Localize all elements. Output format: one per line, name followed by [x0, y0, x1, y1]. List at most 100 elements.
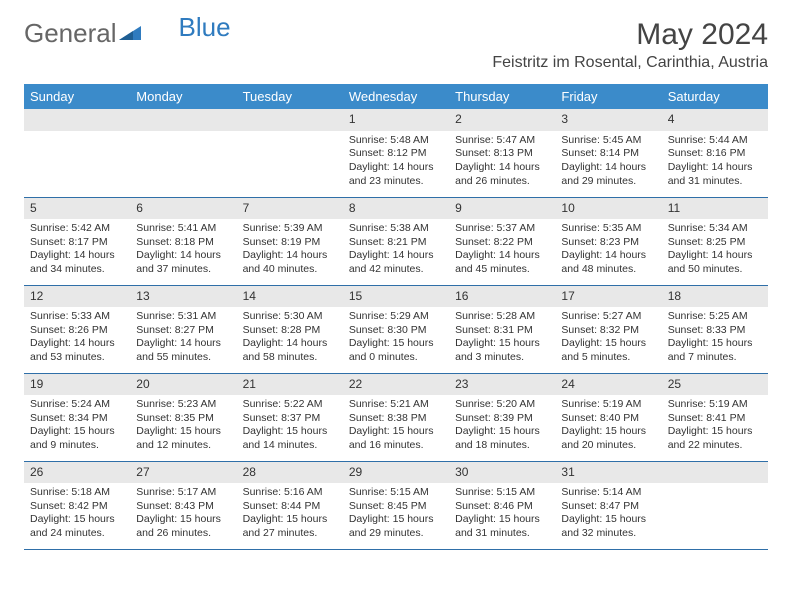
month-title: May 2024 — [492, 18, 768, 52]
day-sunset: Sunset: 8:47 PM — [561, 500, 655, 514]
day-sunrise: Sunrise: 5:38 AM — [349, 222, 443, 236]
day-number-empty — [130, 109, 236, 131]
day-daylight: Daylight: 15 hours and 16 minutes. — [349, 425, 443, 452]
day-sunrise: Sunrise: 5:48 AM — [349, 134, 443, 148]
calendar-cell-empty — [662, 461, 768, 549]
day-daylight: Daylight: 15 hours and 22 minutes. — [668, 425, 762, 452]
day-number: 18 — [662, 286, 768, 308]
day-sunset: Sunset: 8:25 PM — [668, 236, 762, 250]
day-sunset: Sunset: 8:33 PM — [668, 324, 762, 338]
day-daylight: Daylight: 14 hours and 53 minutes. — [30, 337, 124, 364]
day-daylight: Daylight: 14 hours and 31 minutes. — [668, 161, 762, 188]
day-details: Sunrise: 5:25 AMSunset: 8:33 PMDaylight:… — [662, 307, 768, 369]
day-sunrise: Sunrise: 5:14 AM — [561, 486, 655, 500]
day-number: 23 — [449, 374, 555, 396]
day-sunset: Sunset: 8:19 PM — [243, 236, 337, 250]
day-daylight: Daylight: 15 hours and 0 minutes. — [349, 337, 443, 364]
day-number: 26 — [24, 462, 130, 484]
day-daylight: Daylight: 15 hours and 14 minutes. — [243, 425, 337, 452]
day-number: 17 — [555, 286, 661, 308]
day-daylight: Daylight: 14 hours and 34 minutes. — [30, 249, 124, 276]
day-details: Sunrise: 5:29 AMSunset: 8:30 PMDaylight:… — [343, 307, 449, 369]
calendar-cell: 8 Sunrise: 5:38 AMSunset: 8:21 PMDaylight… — [343, 197, 449, 285]
day-daylight: Daylight: 15 hours and 32 minutes. — [561, 513, 655, 540]
day-daylight: Daylight: 15 hours and 27 minutes. — [243, 513, 337, 540]
day-sunrise: Sunrise: 5:17 AM — [136, 486, 230, 500]
day-sunset: Sunset: 8:26 PM — [30, 324, 124, 338]
calendar-cell: 15Sunrise: 5:29 AMSunset: 8:30 PMDayligh… — [343, 285, 449, 373]
day-sunrise: Sunrise: 5:47 AM — [455, 134, 549, 148]
day-number: 11 — [662, 198, 768, 220]
day-sunrise: Sunrise: 5:45 AM — [561, 134, 655, 148]
day-sunset: Sunset: 8:12 PM — [349, 147, 443, 161]
day-daylight: Daylight: 14 hours and 58 minutes. — [243, 337, 337, 364]
day-details: Sunrise: 5:42 AMSunset: 8:17 PMDaylight:… — [24, 219, 130, 281]
weekday-header: Friday — [555, 84, 661, 109]
day-number: 27 — [130, 462, 236, 484]
day-sunrise: Sunrise: 5:22 AM — [243, 398, 337, 412]
calendar-cell: 7Sunrise: 5:39 AMSunset: 8:19 PMDaylight… — [237, 197, 343, 285]
day-sunrise: Sunrise: 5:28 AM — [455, 310, 549, 324]
day-sunset: Sunset: 8:39 PM — [455, 412, 549, 426]
calendar-cell: 10Sunrise: 5:35 AMSunset: 8:23 PMDayligh… — [555, 197, 661, 285]
day-daylight: Daylight: 14 hours and 40 minutes. — [243, 249, 337, 276]
day-sunrise: Sunrise: 5:29 AM — [349, 310, 443, 324]
day-number-empty — [24, 109, 130, 131]
day-number: 14 — [237, 286, 343, 308]
day-sunset: Sunset: 8:40 PM — [561, 412, 655, 426]
page-header: General Blue May 2024 Feistritz im Rosen… — [0, 0, 792, 78]
day-details: Sunrise: 5:44 AMSunset: 8:16 PMDaylight:… — [662, 131, 768, 193]
day-daylight: Daylight: 15 hours and 7 minutes. — [668, 337, 762, 364]
day-sunset: Sunset: 8:28 PM — [243, 324, 337, 338]
day-details: Sunrise: 5:47 AMSunset: 8:13 PMDaylight:… — [449, 131, 555, 193]
calendar-cell: 25Sunrise: 5:19 AMSunset: 8:41 PMDayligh… — [662, 373, 768, 461]
day-sunset: Sunset: 8:31 PM — [455, 324, 549, 338]
day-details: Sunrise: 5:41 AMSunset: 8:18 PMDaylight:… — [130, 219, 236, 281]
day-details: Sunrise: 5:18 AMSunset: 8:42 PMDaylight:… — [24, 483, 130, 545]
day-details: Sunrise: 5:23 AMSunset: 8:35 PMDaylight:… — [130, 395, 236, 457]
day-sunset: Sunset: 8:22 PM — [455, 236, 549, 250]
day-number: 16 — [449, 286, 555, 308]
weekday-header: Monday — [130, 84, 236, 109]
day-details: Sunrise: 5:15 AMSunset: 8:45 PMDaylight:… — [343, 483, 449, 545]
day-details: Sunrise: 5:28 AMSunset: 8:31 PMDaylight:… — [449, 307, 555, 369]
day-number: 22 — [343, 374, 449, 396]
day-daylight: Daylight: 15 hours and 5 minutes. — [561, 337, 655, 364]
day-sunset: Sunset: 8:45 PM — [349, 500, 443, 514]
day-number: 8 — [343, 198, 449, 220]
calendar-week-row: 19Sunrise: 5:24 AMSunset: 8:34 PMDayligh… — [24, 373, 768, 461]
day-sunset: Sunset: 8:18 PM — [136, 236, 230, 250]
day-sunrise: Sunrise: 5:34 AM — [668, 222, 762, 236]
day-sunrise: Sunrise: 5:44 AM — [668, 134, 762, 148]
day-sunrise: Sunrise: 5:20 AM — [455, 398, 549, 412]
day-number: 2 — [449, 109, 555, 131]
day-sunrise: Sunrise: 5:15 AM — [349, 486, 443, 500]
day-sunset: Sunset: 8:21 PM — [349, 236, 443, 250]
calendar-cell: 24Sunrise: 5:19 AMSunset: 8:40 PMDayligh… — [555, 373, 661, 461]
day-sunset: Sunset: 8:27 PM — [136, 324, 230, 338]
day-number: 20 — [130, 374, 236, 396]
day-sunrise: Sunrise: 5:31 AM — [136, 310, 230, 324]
day-daylight: Daylight: 15 hours and 20 minutes. — [561, 425, 655, 452]
day-number: 25 — [662, 374, 768, 396]
day-sunrise: Sunrise: 5:37 AM — [455, 222, 549, 236]
weekday-header: Saturday — [662, 84, 768, 109]
calendar-cell-empty — [130, 109, 236, 197]
day-number: 1 — [343, 109, 449, 131]
day-details: Sunrise: 5:24 AMSunset: 8:34 PMDaylight:… — [24, 395, 130, 457]
day-daylight: Daylight: 14 hours and 42 minutes. — [349, 249, 443, 276]
day-sunset: Sunset: 8:35 PM — [136, 412, 230, 426]
calendar-cell: 4Sunrise: 5:44 AMSunset: 8:16 PMDaylight… — [662, 109, 768, 197]
day-daylight: Daylight: 15 hours and 12 minutes. — [136, 425, 230, 452]
day-details: Sunrise: 5:14 AMSunset: 8:47 PMDaylight:… — [555, 483, 661, 545]
brand-part2: Blue — [179, 12, 231, 43]
day-number: 12 — [24, 286, 130, 308]
day-number: 30 — [449, 462, 555, 484]
calendar-cell: 9Sunrise: 5:37 AMSunset: 8:22 PMDaylight… — [449, 197, 555, 285]
day-details: Sunrise: 5:31 AMSunset: 8:27 PMDaylight:… — [130, 307, 236, 369]
day-daylight: Daylight: 15 hours and 18 minutes. — [455, 425, 549, 452]
day-sunrise: Sunrise: 5:42 AM — [30, 222, 124, 236]
calendar-cell: 29Sunrise: 5:15 AMSunset: 8:45 PMDayligh… — [343, 461, 449, 549]
calendar-cell: 31Sunrise: 5:14 AMSunset: 8:47 PMDayligh… — [555, 461, 661, 549]
day-sunset: Sunset: 8:13 PM — [455, 147, 549, 161]
